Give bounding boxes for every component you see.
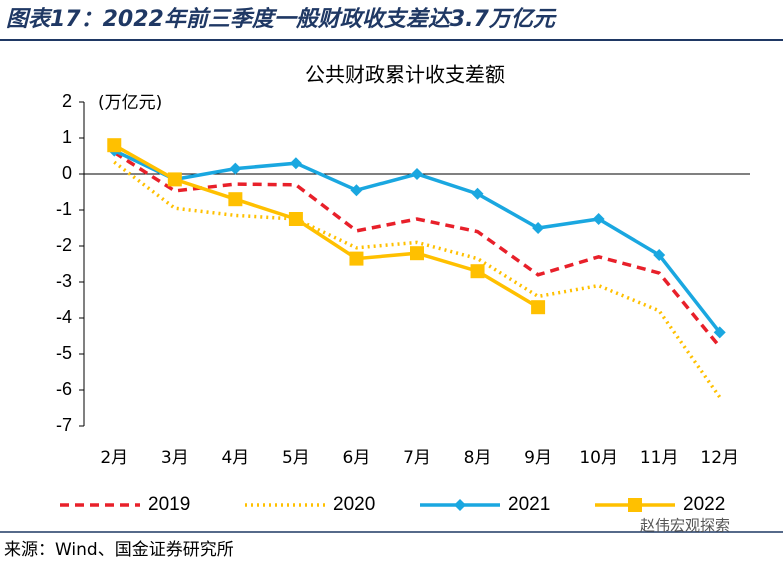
marker [107,138,122,153]
marker [531,300,546,315]
y-tick-label: -7 [56,415,72,435]
marker [410,246,424,261]
legend-label: 2019 [148,494,190,515]
source: 来源：Wind、国金证券研究所 [4,540,234,560]
x-tick-label: 10月 [579,448,618,468]
x-tick-label: 11月 [640,448,679,468]
marker [288,212,303,226]
legend-label: 2022 [683,494,725,515]
marker [592,213,605,225]
y-tick-label: 2 [62,91,72,111]
series-line [113,143,539,309]
marker [713,326,726,339]
marker [532,222,545,234]
y-tick-label: -6 [56,379,72,399]
x-tick-label: 2月 [100,448,128,468]
marker [349,251,364,266]
marker [470,264,485,279]
marker [653,249,666,261]
y-tick-label: -5 [56,343,72,363]
marker [628,498,642,512]
marker [350,184,363,197]
marker [471,187,484,200]
y-tick-label: -4 [56,307,72,327]
y-tick-label: 0 [62,163,72,183]
y-tick-label: -2 [56,235,72,255]
y-unit: (万亿元) [98,93,162,113]
x-tick-label: 3月 [161,448,189,468]
marker [229,162,242,175]
watermark: 赵伟宏观探索 [640,517,730,535]
legend-label: 2020 [333,494,375,515]
marker [411,168,423,180]
y-tick-label: -3 [56,271,72,291]
x-tick-label: 9月 [524,448,552,468]
x-tick-label: 6月 [343,448,371,468]
y-tick-label: 1 [62,127,72,147]
y-tick-label: -1 [56,199,72,219]
series-line [113,150,722,348]
marker [167,172,182,187]
marker [454,499,466,511]
x-tick-label: 12月 [700,448,739,468]
series-line [113,160,722,399]
marker [289,157,302,170]
marker [228,192,243,207]
legend-label: 2021 [508,494,550,515]
x-tick-label: 4月 [221,448,249,468]
chart-title: 公共财政累计收支差额 [305,63,505,87]
header: 图表17：2022年前三季度一般财政收支差达3.7万亿元 [6,6,557,32]
x-tick-label: 5月 [282,448,310,468]
x-tick-label: 8月 [464,448,492,468]
x-tick-label: 7月 [403,448,431,468]
